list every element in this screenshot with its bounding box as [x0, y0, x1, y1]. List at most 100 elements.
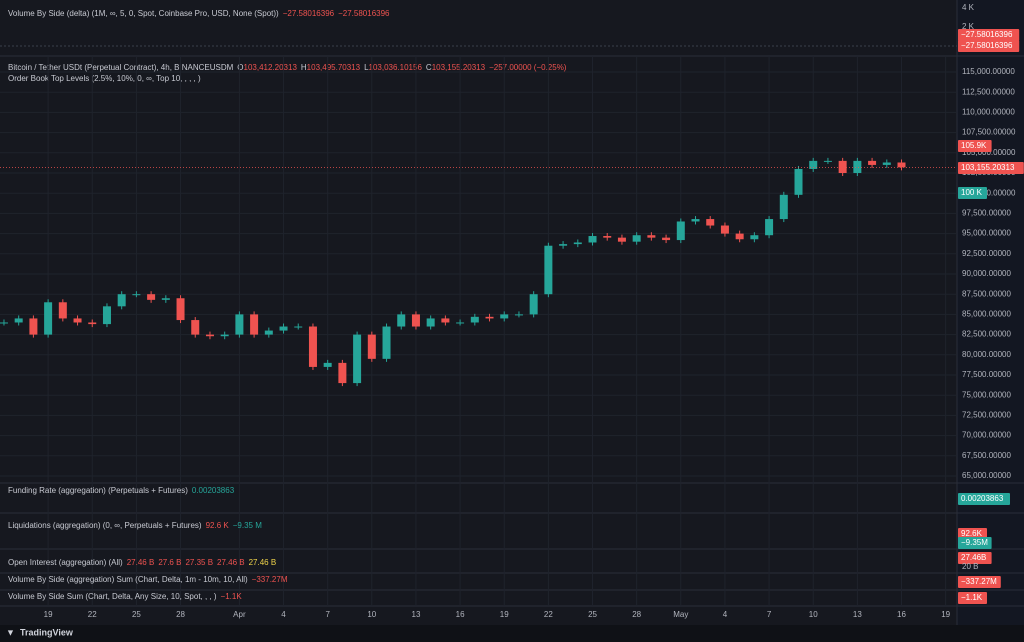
price-label-bg: [958, 493, 1010, 505]
candle-body: [676, 221, 685, 241]
y-tick-label: 75,000.00000: [962, 390, 1011, 399]
pane-value: 27.46 B: [217, 558, 245, 567]
x-tick-label: 28: [176, 610, 185, 619]
pane-value: 27.35 B: [185, 558, 213, 567]
x-tick-label: Apr: [233, 610, 246, 619]
footer-bg: [0, 625, 1024, 642]
pane-title: Volume By Side (delta) (1M, ∞, 5, 0, Spo…: [8, 9, 279, 18]
pane-value: 27.6 B: [158, 558, 181, 567]
candle-body: [294, 326, 303, 328]
y-tick-label: 107,500.00000: [962, 128, 1016, 137]
price-label: −337.27M: [961, 577, 997, 586]
pane-title: Volume By Side (aggregation) Sum (Chart,…: [8, 575, 248, 584]
price-label-bg: [958, 162, 1024, 174]
candle-body: [809, 160, 818, 169]
candle-body: [147, 294, 156, 300]
price-label-bg: [958, 552, 992, 564]
pane-value: −337.27M: [252, 575, 288, 584]
legend: Volume By Side (delta) (1M, ∞, 5, 0, Spo…: [8, 9, 390, 18]
x-tick-label: 25: [588, 610, 597, 619]
candle-body: [0, 322, 8, 324]
candle-body: [220, 334, 229, 337]
candle-body: [544, 245, 553, 295]
pane-value: −1.1K: [221, 592, 243, 601]
y-tick-label: 105,000.00000: [962, 148, 1016, 157]
x-tick-label: 19: [941, 610, 950, 619]
candle-body: [14, 318, 23, 323]
x-tick-label: 19: [44, 610, 53, 619]
candle-body: [485, 316, 494, 319]
x-tick-label: 19: [500, 610, 509, 619]
candle-body: [323, 362, 332, 367]
legend: Order Book Top Levels (2.5%, 10%, 0, ∞, …: [8, 74, 201, 83]
candle-body: [559, 244, 568, 246]
x-tick-label: 28: [632, 610, 641, 619]
candle-body: [588, 236, 597, 243]
price-label: 0.00203863: [961, 494, 1004, 503]
candle-body: [132, 294, 141, 296]
legend: Bitcoin / Tether USDt (Perpetual Contrac…: [8, 63, 567, 72]
candle-body: [279, 326, 288, 331]
candle-body: [29, 318, 38, 335]
axis-label: 4 K: [962, 3, 975, 12]
y-tick-label: 82,500.00000: [962, 330, 1011, 339]
x-tick-label: 25: [132, 610, 141, 619]
y-tick-label: 112,500.00000: [962, 87, 1015, 96]
candle-body: [750, 235, 759, 240]
y-tick-label: 67,500.00000: [962, 451, 1011, 460]
price-axis-bg: [957, 0, 1024, 625]
candle-body: [73, 318, 82, 323]
candle-body: [647, 235, 656, 238]
y-tick-label: 77,500.00000: [962, 370, 1011, 379]
price-label-bg: [958, 29, 1020, 41]
pane-value: 27.46 B: [127, 558, 155, 567]
candle-body: [853, 160, 862, 173]
y-tick-label: 110,000.00000: [962, 108, 1015, 117]
candle-body: [573, 242, 582, 245]
candle-body: [308, 326, 317, 367]
price-label-bg: [958, 576, 1001, 588]
price-label: 103,155.20313: [961, 163, 1015, 172]
candle-body: [897, 162, 906, 168]
candle-body: [514, 314, 523, 316]
ohlc-value: 103,495.70313: [307, 63, 361, 72]
candle-body: [868, 160, 877, 165]
x-tick-label: 22: [88, 610, 97, 619]
x-tick-label: 22: [544, 610, 553, 619]
y-tick-label: 65,000.00000: [962, 471, 1011, 480]
pane-value: 92.6 K: [206, 521, 230, 530]
pane-value: 0.00203863: [192, 486, 235, 495]
legend: Funding Rate (aggregation) (Perpetuals +…: [8, 486, 235, 495]
y-tick-label: 87,500.00000: [962, 289, 1011, 298]
price-label: −27.58016396: [961, 41, 1013, 50]
x-tick-label: 10: [367, 610, 376, 619]
y-tick-label: 72,500.00000: [962, 411, 1011, 420]
footer-logo: ▼: [6, 627, 15, 637]
candle-body: [617, 237, 626, 242]
candle-body: [367, 334, 376, 359]
x-tick-label: 7: [325, 610, 330, 619]
y-tick-label: 85,000.00000: [962, 310, 1011, 319]
candle-body: [176, 298, 185, 321]
candle-body: [353, 334, 362, 384]
ohlc-key: O: [237, 63, 243, 72]
ohlc-key: H: [301, 63, 307, 72]
candle-body: [838, 160, 847, 173]
candle-body: [382, 326, 391, 359]
legend: Volume By Side Sum (Chart, Delta, Any Si…: [8, 592, 242, 601]
symbol: Bitcoin / Tether USDt (Perpetual Contrac…: [8, 63, 234, 72]
pane-title: Funding Rate (aggregation) (Perpetuals +…: [8, 486, 188, 495]
x-tick-label: 16: [897, 610, 906, 619]
candle-body: [88, 322, 97, 325]
candle-body: [235, 314, 244, 335]
legend: Volume By Side (aggregation) Sum (Chart,…: [8, 575, 288, 584]
price-label-bg: [958, 40, 1020, 52]
candle-body: [264, 330, 273, 335]
candle-body: [102, 306, 111, 325]
candle-body: [720, 225, 729, 234]
pane-value: 27.46 B: [249, 558, 277, 567]
candle-body: [397, 314, 406, 327]
candle-body: [117, 294, 126, 307]
